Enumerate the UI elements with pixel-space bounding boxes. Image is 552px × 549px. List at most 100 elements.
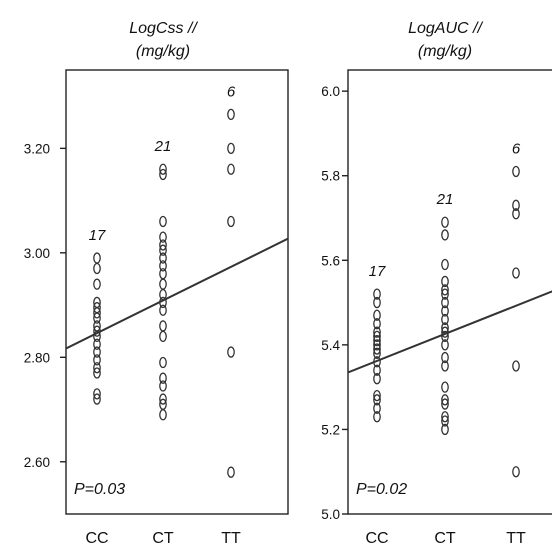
left-category-label: CC <box>85 530 108 547</box>
left-p-value: P=0.03 <box>74 481 125 498</box>
right-data-point <box>441 258 449 271</box>
right-data-point <box>373 394 381 406</box>
right-category-label: CT <box>434 530 456 547</box>
left-data-point <box>227 215 235 228</box>
right-data-point <box>441 326 449 338</box>
right-data-point <box>373 389 381 402</box>
right-data-point <box>373 411 381 423</box>
left-data-point <box>227 346 235 358</box>
left-group-count: 21 <box>154 138 172 155</box>
right-data-point <box>441 423 449 436</box>
right-data-point <box>373 356 381 368</box>
right-regression-line <box>348 290 552 374</box>
right-ytick-label: 5.4 <box>321 338 340 353</box>
right-ytick-label: 5.2 <box>321 422 340 437</box>
right-data-point <box>441 381 449 393</box>
left-data-point <box>93 367 101 379</box>
left-data-point <box>159 409 167 421</box>
left-data-point <box>159 168 167 181</box>
left-data-point <box>159 260 167 272</box>
right-data-point <box>441 394 449 406</box>
left-data-point <box>227 108 235 121</box>
right-data-point <box>373 318 381 330</box>
left-chart-subtitle: (mg/kg) <box>136 43 190 60</box>
left-data-point <box>93 388 101 400</box>
left-group-count: 17 <box>89 227 106 244</box>
right-data-point <box>512 466 520 478</box>
right-data-point <box>441 284 449 296</box>
left-data-point <box>159 163 167 175</box>
right-data-point <box>512 208 520 220</box>
right-data-point <box>441 330 449 343</box>
right-data-point <box>373 296 381 309</box>
right-data-point <box>441 339 449 351</box>
right-data-point <box>512 267 520 279</box>
right-data-point <box>373 309 381 321</box>
left-ytick-label: 3.00 <box>24 246 50 261</box>
right-data-point <box>441 288 449 300</box>
left-data-point <box>93 393 101 405</box>
right-p-value: P=0.02 <box>356 481 407 498</box>
right-ytick-label: 5.6 <box>321 253 340 268</box>
left-ytick-label: 2.80 <box>24 350 50 365</box>
left-data-point <box>227 163 235 175</box>
right-data-point <box>441 216 449 228</box>
right-ytick-label: 6.0 <box>321 84 340 99</box>
right-data-point <box>373 334 381 347</box>
right-category-label: TT <box>506 530 526 547</box>
left-data-point <box>159 231 167 243</box>
left-data-point <box>93 325 101 337</box>
left-data-point <box>93 362 101 374</box>
right-data-point <box>441 322 449 334</box>
right-data-point <box>441 296 449 309</box>
right-data-point <box>441 351 449 364</box>
right-data-point <box>512 165 520 178</box>
right-data-point <box>373 373 381 385</box>
right-data-point <box>373 339 381 351</box>
left-data-point <box>159 330 167 343</box>
left-data-point <box>93 354 101 366</box>
right-ytick-label: 5.8 <box>321 169 340 184</box>
right-data-point <box>441 360 449 372</box>
left-ytick-label: 2.60 <box>24 455 50 470</box>
left-ytick-label: 3.20 <box>24 141 50 156</box>
right-chart-subtitle: (mg/kg) <box>418 43 472 60</box>
left-data-point <box>159 320 167 332</box>
left-data-point <box>227 466 235 478</box>
left-data-point <box>159 278 167 290</box>
left-data-point <box>93 278 101 290</box>
left-data-point <box>159 239 167 251</box>
left-regression-line <box>66 237 288 350</box>
right-data-point <box>373 343 381 355</box>
left-data-point <box>159 296 167 309</box>
left-data-point <box>159 244 167 256</box>
left-data-point <box>93 330 101 343</box>
right-data-point <box>373 347 381 359</box>
left-plot-frame <box>65 69 289 515</box>
right-group-count: 17 <box>369 263 386 280</box>
left-chart-title: LogCss // <box>129 20 198 37</box>
left-data-point <box>159 288 167 301</box>
left-data-point <box>159 252 167 264</box>
right-group-count: 21 <box>436 191 454 208</box>
left-data-point <box>93 307 101 319</box>
left-data-point <box>93 252 101 264</box>
right-data-point <box>441 313 449 326</box>
left-group-count: 6 <box>227 83 236 100</box>
right-chart-panel: 5.0 5.2 5.4 5.6 5.8 6.0 17 CC 21 CT 6 TT P=0.02 <box>321 69 552 547</box>
right-ytick-label: 5.0 <box>321 507 340 522</box>
right-data-point <box>373 326 381 338</box>
left-category-label: CT <box>152 530 174 547</box>
left-category-label: TT <box>221 530 241 547</box>
right-data-point <box>373 330 381 343</box>
left-data-point <box>159 268 167 280</box>
left-data-point <box>159 304 167 316</box>
left-data-point <box>159 215 167 228</box>
left-data-point <box>159 372 167 384</box>
right-data-point <box>441 415 449 427</box>
left-data-point <box>93 312 101 324</box>
right-data-point <box>373 288 381 300</box>
left-data-point <box>93 346 101 358</box>
right-data-point <box>373 402 381 414</box>
